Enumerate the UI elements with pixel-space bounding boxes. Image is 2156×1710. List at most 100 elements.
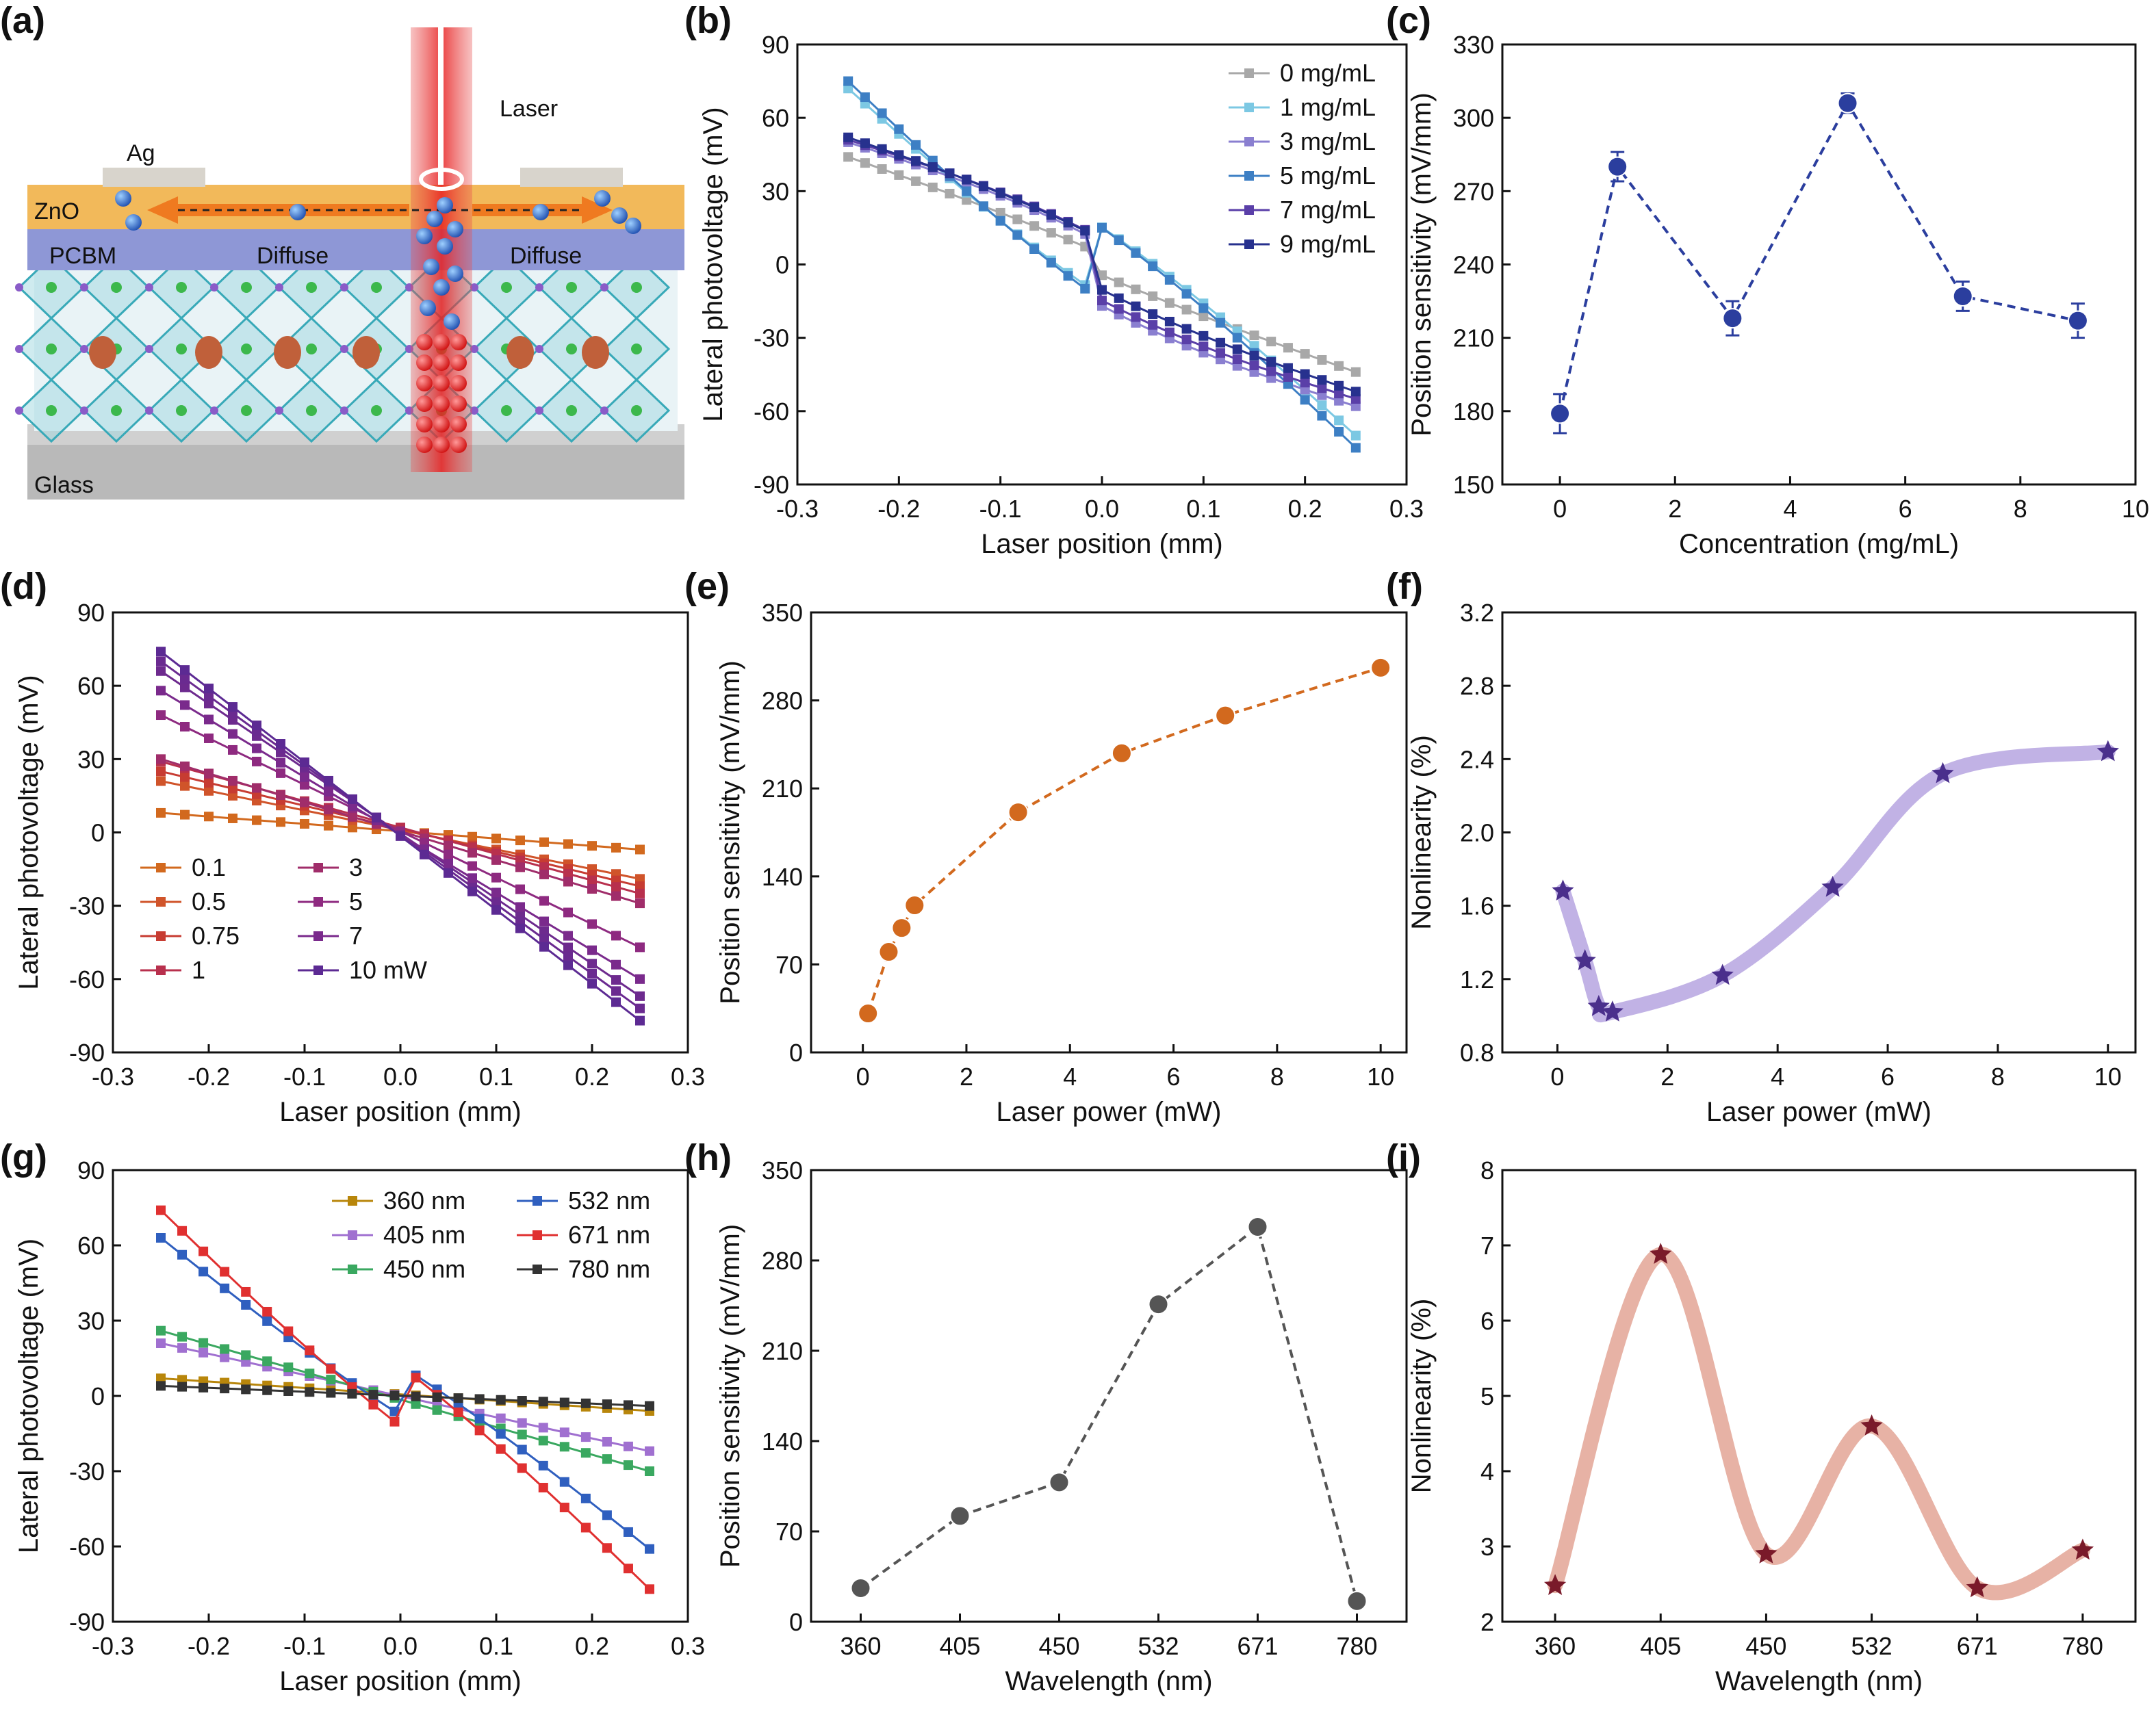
data-point bbox=[1650, 1243, 1672, 1264]
series-0-marker bbox=[877, 164, 887, 174]
series-4-marker bbox=[1114, 304, 1124, 314]
data-point bbox=[1543, 1574, 1567, 1595]
series-2-marker bbox=[1350, 401, 1361, 411]
series-0-marker bbox=[1198, 311, 1209, 322]
series-5-marker bbox=[347, 1388, 357, 1399]
legend-marker bbox=[156, 966, 166, 975]
series-2-marker bbox=[559, 1442, 569, 1452]
y-tick-label: 2.4 bbox=[1460, 745, 1494, 773]
y-tick-label: 180 bbox=[1453, 398, 1494, 426]
series-1-marker bbox=[559, 1427, 569, 1438]
series-6-marker bbox=[276, 757, 285, 768]
x-tick-label: 0.2 bbox=[1288, 495, 1322, 523]
y-tick-label: -60 bbox=[69, 966, 105, 994]
series-4-marker bbox=[1148, 320, 1158, 330]
series-4-marker bbox=[1131, 312, 1141, 322]
x-tick-label: 4 bbox=[1771, 1063, 1784, 1091]
series-3-marker bbox=[198, 1267, 209, 1277]
y-axis-label: Nonlinearity (%) bbox=[1407, 735, 1437, 930]
legend-marker bbox=[348, 1230, 357, 1240]
chart-panel-c: 0 2 4 6 8 10 150 180 210 240 270 300 330 Concentratio… bbox=[1407, 31, 2149, 559]
hole bbox=[416, 354, 433, 371]
series-4-marker bbox=[539, 869, 549, 879]
series-5-marker bbox=[1097, 285, 1107, 295]
series-1-marker bbox=[198, 1347, 209, 1358]
x-tick-label: 0.0 bbox=[383, 1063, 418, 1091]
x-tick-label: 532 bbox=[1138, 1632, 1179, 1660]
electron bbox=[115, 190, 131, 207]
legend-label: 0.1 bbox=[192, 853, 226, 881]
series-0-marker bbox=[515, 835, 525, 846]
y-tick-label: 8 bbox=[1480, 1156, 1494, 1184]
series-3-marker bbox=[1198, 303, 1209, 313]
legend-marker bbox=[1244, 103, 1254, 112]
series-2-marker bbox=[432, 1405, 442, 1415]
legend-label: 360 nm bbox=[383, 1187, 465, 1215]
x-tick-label: 6 bbox=[1899, 495, 1912, 523]
data-point bbox=[1932, 762, 1954, 783]
y-tick-label: 1.2 bbox=[1460, 966, 1494, 994]
series-3-marker bbox=[156, 1233, 166, 1243]
series-extra-marker bbox=[635, 1003, 645, 1013]
series-3-marker bbox=[1097, 222, 1107, 233]
data-point bbox=[2096, 740, 2119, 762]
y-tick-label: 0 bbox=[91, 819, 105, 847]
series-0-marker bbox=[1046, 228, 1056, 238]
series-5-marker bbox=[580, 1398, 591, 1408]
electron bbox=[447, 221, 463, 237]
series-1-marker bbox=[843, 83, 854, 94]
series-3-marker bbox=[1080, 283, 1090, 294]
atom bbox=[631, 405, 642, 416]
hole bbox=[450, 416, 467, 432]
series-7-marker bbox=[420, 849, 429, 859]
label-laser: Laser bbox=[500, 96, 558, 122]
series-2-marker bbox=[580, 1448, 591, 1458]
y-tick-label: 140 bbox=[762, 1427, 803, 1455]
y-tick-label: 240 bbox=[1453, 251, 1494, 279]
series-7-marker bbox=[324, 775, 333, 786]
legend-marker bbox=[313, 931, 323, 941]
data-point bbox=[878, 942, 899, 963]
series-5-line bbox=[160, 1384, 650, 1408]
legend-marker bbox=[1244, 68, 1254, 78]
series-4-marker bbox=[326, 1364, 336, 1374]
series-0-marker bbox=[324, 820, 333, 831]
series-4-marker bbox=[180, 761, 190, 771]
series-4-marker bbox=[177, 1226, 188, 1236]
series-extra-marker bbox=[180, 673, 190, 684]
series-2-marker bbox=[204, 777, 214, 788]
series-6-marker bbox=[635, 974, 645, 984]
y-axis-label: Lateral photovoltage (mV) bbox=[14, 1239, 44, 1553]
series-3-marker bbox=[177, 1249, 188, 1260]
atom bbox=[535, 283, 543, 292]
series-7-marker bbox=[635, 1015, 645, 1026]
data-point bbox=[1601, 1000, 1624, 1022]
series-2-marker bbox=[241, 1350, 251, 1360]
series-6-marker bbox=[324, 786, 333, 796]
legend-marker bbox=[532, 1196, 542, 1206]
series-5-marker bbox=[860, 138, 870, 148]
series-3-marker bbox=[517, 1445, 527, 1455]
y-tick-label: 2 bbox=[1480, 1608, 1494, 1636]
series-5-marker bbox=[496, 1395, 506, 1405]
series-4-marker bbox=[515, 862, 525, 872]
series-2-marker bbox=[411, 1399, 421, 1409]
y-tick-label: 30 bbox=[77, 1307, 105, 1335]
x-tick-label: -0.3 bbox=[776, 495, 819, 523]
series-2-marker bbox=[177, 1332, 188, 1342]
series-3-marker bbox=[580, 1493, 591, 1503]
x-tick-label: -0.3 bbox=[92, 1063, 134, 1091]
x-tick-label: 10 bbox=[2122, 495, 2149, 523]
series-5-marker bbox=[635, 942, 645, 953]
cation bbox=[506, 336, 534, 369]
legend-label: 7 bbox=[349, 922, 363, 950]
atom bbox=[80, 283, 88, 292]
label-zno: ZnO bbox=[34, 198, 79, 224]
series-5-marker bbox=[1266, 357, 1276, 367]
hole bbox=[450, 396, 467, 412]
x-tick-label: 0.2 bbox=[575, 1063, 609, 1091]
pcbm-layer bbox=[27, 229, 684, 270]
atom bbox=[15, 406, 23, 415]
chart-panel-g: -0.3 -0.2 -0.1 0.0 0.1 0.2 0.3 -90 -60 -30 0 30 60 90… bbox=[14, 1156, 705, 1696]
series-1-marker bbox=[177, 1343, 188, 1353]
